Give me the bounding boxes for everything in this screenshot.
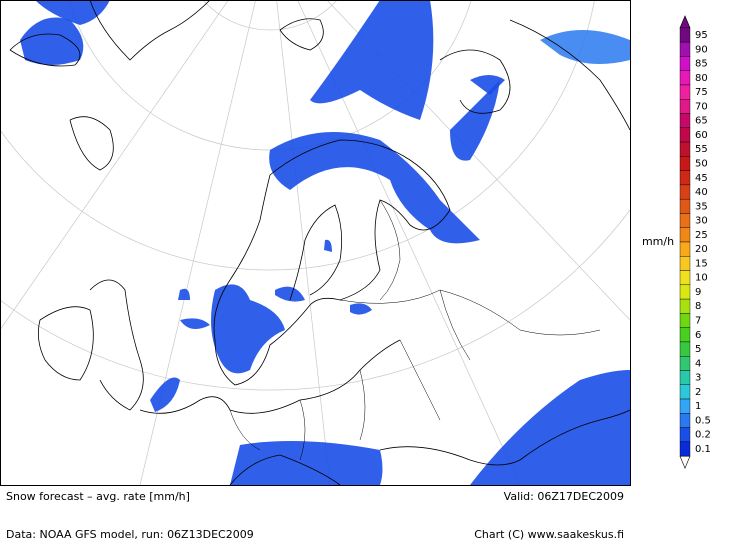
colorbar-label: 4 [695, 358, 701, 369]
colorbar-label: 15 [695, 258, 708, 269]
colorbar-label: 50 [695, 158, 708, 169]
borders [229, 199, 601, 461]
legend-unit: mm/h [642, 235, 674, 248]
colorbar-label: 6 [695, 330, 701, 341]
colorbar-swatch [679, 56, 691, 71]
colorbar-swatch [679, 341, 691, 357]
colorbar-label: 3 [695, 373, 701, 384]
map-frame [0, 0, 631, 486]
map [0, 0, 631, 486]
colorbar-label: 5 [695, 344, 701, 355]
colorbar-label: 25 [695, 230, 708, 241]
colorbar-swatch [679, 99, 691, 114]
colorbar-label: 65 [695, 116, 708, 127]
colorbar-swatch [679, 441, 691, 457]
colorbar-arrow-bottom [679, 455, 691, 469]
colorbar-label: 35 [695, 201, 708, 212]
colorbar-label: 95 [695, 30, 708, 41]
colorbar-swatch [679, 198, 691, 214]
colorbar-label: 0.5 [695, 415, 711, 426]
colorbar-label: 75 [695, 87, 708, 98]
colorbar-label: 90 [695, 44, 708, 55]
colorbar-swatch [679, 284, 691, 300]
colorbar-swatch [679, 313, 691, 328]
colorbar-swatch [679, 256, 691, 271]
colorbar-label: 20 [695, 244, 708, 255]
colorbar-label: 0.1 [695, 444, 711, 455]
colorbar-label: 7 [695, 316, 701, 327]
colorbar-label: 40 [695, 187, 708, 198]
colorbar-label: 9 [695, 287, 701, 298]
colorbar-swatch [679, 113, 691, 128]
colorbar-swatch [679, 427, 691, 443]
colorbar-swatch [679, 27, 691, 43]
colorbar-swatch [679, 298, 691, 314]
colorbar-label: 55 [695, 144, 708, 155]
footer: Snow forecast – avg. rate [mm/h] Valid: … [6, 490, 624, 541]
colorbar-label: 60 [695, 130, 708, 141]
colorbar-swatch [679, 356, 691, 371]
colorbar-label: 45 [695, 173, 708, 184]
colorbar-swatch [679, 370, 691, 385]
colorbar-label: 2 [695, 387, 701, 398]
footer-valid: Valid: 06Z17DEC2009 [504, 490, 624, 503]
colorbar-swatch [679, 127, 691, 143]
colorbar-label: 8 [695, 301, 701, 312]
colorbar-swatch [679, 227, 691, 243]
colorbar-swatch [679, 184, 691, 200]
colorbar-label: 1 [695, 401, 701, 412]
colorbar-swatch [679, 141, 691, 157]
colorbar-label: 80 [695, 73, 708, 84]
colorbar-swatch [679, 170, 691, 186]
footer-title: Snow forecast – avg. rate [mm/h] [6, 490, 190, 503]
colorbar-label: 30 [695, 216, 708, 227]
colorbar-label: 10 [695, 273, 708, 284]
colorbar-label: 70 [695, 101, 708, 112]
colorbar-swatch [679, 213, 691, 228]
colorbar-swatch [679, 156, 691, 171]
colorbar-swatch [679, 241, 691, 257]
footer-credit: Chart (C) www.saakeskus.fi [474, 528, 624, 541]
colorbar-label: 0.2 [695, 430, 711, 441]
colorbar-swatch [679, 327, 691, 343]
footer-source: Data: NOAA GFS model, run: 06Z13DEC2009 [6, 528, 254, 541]
colorbar-label: 85 [695, 59, 708, 70]
snow-areas [20, 0, 630, 485]
colorbar-swatch [679, 70, 691, 86]
colorbar-swatch [679, 270, 691, 286]
colorbar-swatch [679, 398, 691, 414]
colorbar-swatch [679, 384, 691, 400]
colorbar: mm/h 95908580757065605550454035302520151… [642, 15, 711, 469]
colorbar-swatch [679, 84, 691, 100]
colorbar-swatch [679, 41, 691, 57]
colorbar-swatch [679, 413, 691, 428]
